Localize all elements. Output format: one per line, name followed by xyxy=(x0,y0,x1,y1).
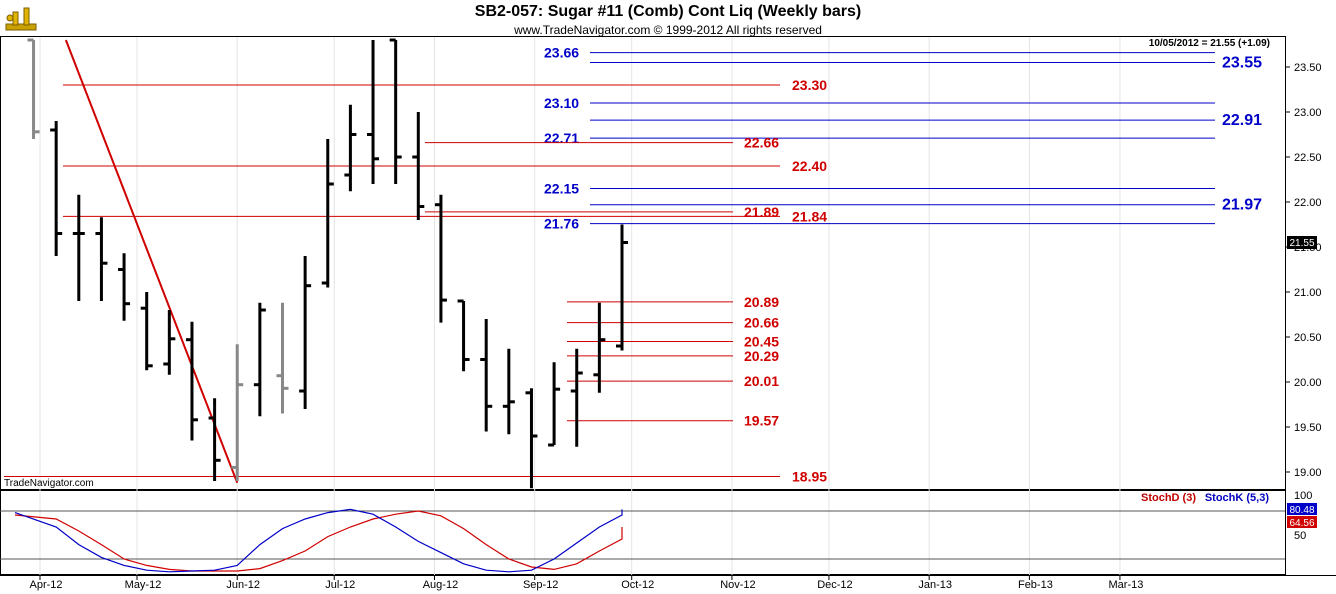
y-tick-label: 21.00 xyxy=(1294,287,1322,299)
x-tick-label: Sep-12 xyxy=(523,579,558,591)
ohlc-bar xyxy=(616,224,628,351)
y-tick-label: 19.50 xyxy=(1294,422,1322,434)
trendline xyxy=(64,39,239,484)
ohlc-bar xyxy=(299,256,312,409)
ohlc-bar xyxy=(480,319,493,432)
level-label-19.57: 19.57 xyxy=(744,413,779,429)
y-tick-label: 22.50 xyxy=(1294,152,1322,164)
ohlc-bar xyxy=(50,121,63,256)
x-tick-label: Mar-13 xyxy=(1109,579,1144,591)
ohlc-bar xyxy=(389,38,402,184)
watermark-text: TradeNavigator.com xyxy=(4,478,94,489)
ohlc-bar xyxy=(321,139,334,288)
stochk-value-tag-bg xyxy=(1287,503,1317,515)
level-label-23.55: 23.55 xyxy=(1222,55,1262,72)
ohlc-bar xyxy=(253,302,266,417)
ohlc-bar xyxy=(276,302,289,414)
vertical-gridlines xyxy=(39,37,1121,575)
stoch-y-tick: 100 xyxy=(1294,490,1312,502)
price-y-axis: 19.0019.5020.0020.5021.0021.5022.0022.50… xyxy=(1285,62,1322,479)
level-label-23.30: 23.30 xyxy=(792,77,827,93)
level-label-21.76: 21.76 xyxy=(544,216,579,232)
ohlc-bar xyxy=(570,348,583,447)
x-tick-label: Jan-13 xyxy=(918,579,952,591)
level-label-21.89: 21.89 xyxy=(744,204,779,220)
ohlc-bar xyxy=(231,344,244,481)
ohlc-bar xyxy=(95,217,108,301)
chart-title: SB2-057: Sugar #11 (Comb) Cont Liq (Week… xyxy=(474,3,862,20)
ohlc-bar xyxy=(502,348,515,435)
ohlc-bar xyxy=(163,310,176,375)
x-tick-label: Jun-12 xyxy=(226,579,260,591)
level-label-23.66: 23.66 xyxy=(544,45,579,61)
copyright-text: www.TradeNavigator.com © 1999-2012 All r… xyxy=(514,23,822,37)
x-tick-label: Feb-13 xyxy=(1018,579,1053,591)
ohlc-bar xyxy=(140,292,153,371)
stoch-line-blue xyxy=(14,508,623,573)
level-label-22.66: 22.66 xyxy=(744,135,779,151)
y-tick-label: 23.50 xyxy=(1294,62,1322,74)
ohlc-bar xyxy=(72,194,85,301)
level-lines: 23.66 23.55 23.30 23.10 22.91 22.71 22.66 22.40… xyxy=(4,45,1262,485)
ohlc-bar xyxy=(525,388,538,489)
stochk-value-tag: 80.48 xyxy=(1289,505,1314,516)
ohlc-bar xyxy=(118,253,131,321)
ohlc-bar xyxy=(27,38,40,139)
legend-stochd: StochD (3) xyxy=(1141,492,1196,504)
level-label-22.71: 22.71 xyxy=(544,130,579,146)
last-price-tag: 21.55 xyxy=(1289,238,1314,249)
x-tick-label: Aug-12 xyxy=(423,579,458,591)
level-label-20.01: 20.01 xyxy=(744,373,779,389)
x-tick-label: Jul-12 xyxy=(325,579,355,591)
level-label-18.95: 18.95 xyxy=(792,469,827,485)
stoch-y-tick: 50 xyxy=(1294,530,1306,542)
level-label-22.40: 22.40 xyxy=(792,158,827,174)
trade-navigator-logo-icon xyxy=(4,4,38,34)
level-label-21.84: 21.84 xyxy=(792,208,827,224)
y-tick-label: 19.00 xyxy=(1294,467,1322,479)
ohlc-bar xyxy=(457,299,470,372)
x-tick-label: Nov-12 xyxy=(720,579,755,591)
last-value-label: 10/05/2012 = 21.55 (+1.09) xyxy=(1149,38,1270,49)
y-tick-label: 20.00 xyxy=(1294,377,1322,389)
level-label-20.29: 20.29 xyxy=(744,348,779,364)
level-label-20.66: 20.66 xyxy=(744,315,779,331)
level-label-20.89: 20.89 xyxy=(744,294,779,310)
ohlc-bar xyxy=(185,321,198,441)
level-label-22.15: 22.15 xyxy=(544,181,579,197)
y-tick-label: 20.50 xyxy=(1294,332,1322,344)
level-label-23.10: 23.10 xyxy=(544,95,579,111)
ohlc-bar xyxy=(434,194,447,323)
level-label-22.91: 22.91 xyxy=(1222,112,1262,129)
ohlc-bar xyxy=(548,362,561,447)
last-price-tag-bg xyxy=(1287,236,1317,249)
x-tick-label: May-12 xyxy=(125,579,162,591)
ohlc-bar xyxy=(344,104,357,192)
downtrend-line xyxy=(64,39,239,484)
stoch-panel-frame xyxy=(0,490,1286,575)
level-label-21.97: 21.97 xyxy=(1222,197,1262,214)
y-tick-label: 22.00 xyxy=(1294,197,1322,209)
price-bars xyxy=(27,38,628,489)
level-label-20.45: 20.45 xyxy=(744,334,779,350)
stochd-value-tag: 64.56 xyxy=(1289,518,1314,529)
ohlc-bar xyxy=(208,398,221,481)
ohlc-bar xyxy=(367,40,380,184)
date-x-axis: Apr-12 May-12 Jun-12 Jul-12 Aug-12 Sep-12 Oct-… xyxy=(29,575,1143,591)
stochastic-panel: 50 100 xyxy=(0,490,1312,573)
stoch-line-red xyxy=(14,510,623,572)
x-tick-label: Dec-12 xyxy=(817,579,852,591)
x-tick-label: Oct-12 xyxy=(621,579,654,591)
x-tick-label: Apr-12 xyxy=(29,579,62,591)
ohlc-bar xyxy=(412,112,425,220)
legend-stochk: StochK (5,3) xyxy=(1205,492,1270,504)
ohlc-bar xyxy=(593,302,606,393)
stochd-value-tag-bg xyxy=(1287,516,1317,528)
y-tick-label: 23.00 xyxy=(1294,107,1322,119)
